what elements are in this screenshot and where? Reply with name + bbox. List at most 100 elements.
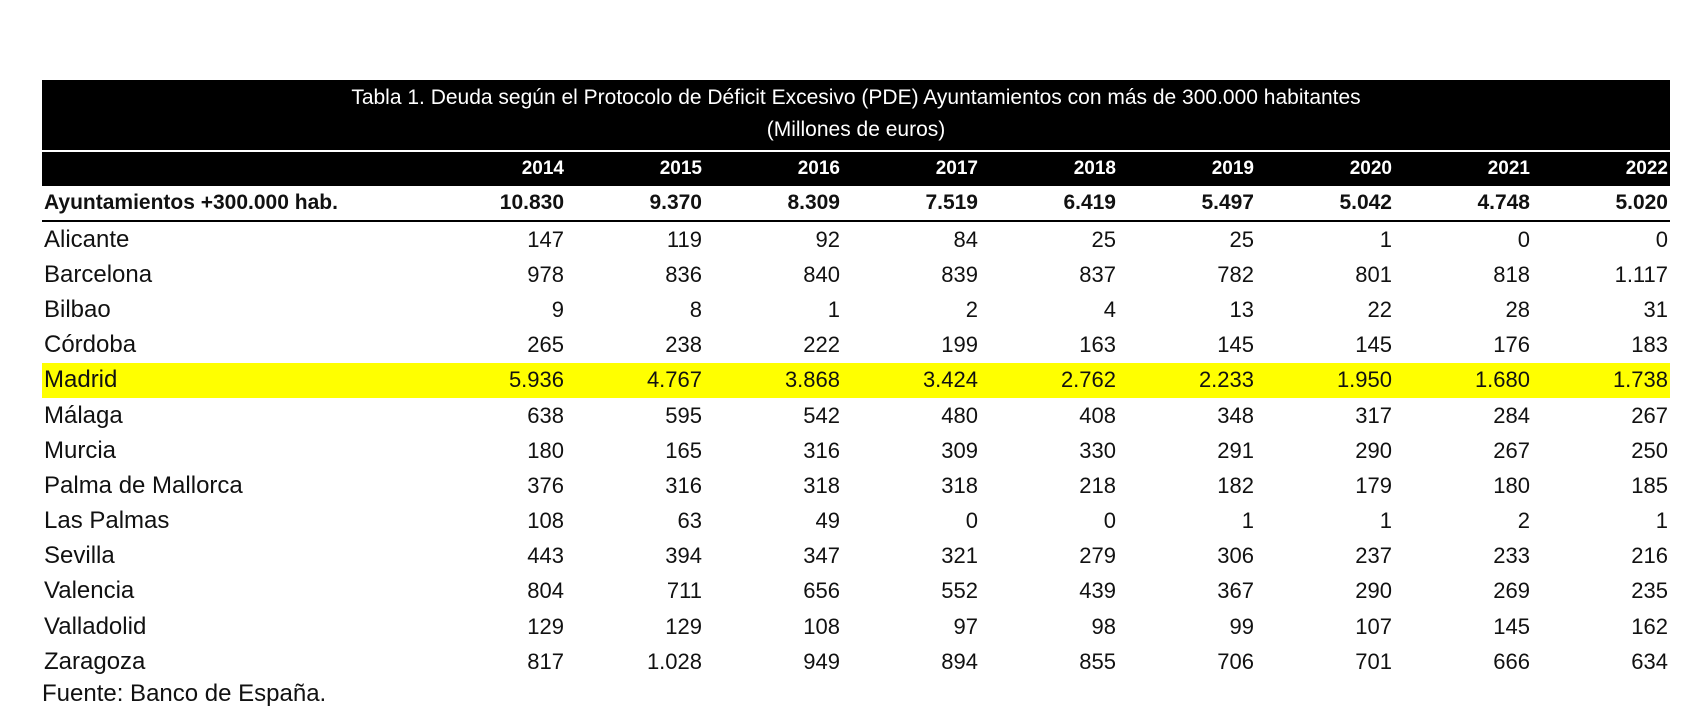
row-value: 818 bbox=[1493, 261, 1530, 287]
row-value: 839 bbox=[941, 261, 978, 287]
year-header: 2014 bbox=[521, 158, 564, 179]
row-value: 119 bbox=[666, 226, 702, 252]
row-value: 8 bbox=[689, 296, 702, 322]
row-value: 129 bbox=[665, 613, 702, 639]
total-value: 5.042 bbox=[1339, 191, 1392, 214]
row-value: 4.767 bbox=[646, 367, 702, 393]
total-value: 10.830 bbox=[499, 191, 564, 214]
row-value: 31 bbox=[1643, 296, 1668, 322]
row-value: 1 bbox=[827, 296, 840, 322]
row-value: 290 bbox=[1355, 437, 1392, 463]
row-value: 316 bbox=[665, 472, 702, 498]
row-value: 97 bbox=[953, 613, 978, 639]
table-row: Sevilla 443 394 347 321 279 306 237 233 216 bbox=[42, 539, 1670, 574]
row-label: Barcelona bbox=[44, 260, 153, 288]
row-value: 804 bbox=[527, 578, 564, 604]
table-row: Córdoba 265 238 222 199 163 145 145 176 183 bbox=[42, 328, 1670, 363]
year-header-row: 2014 2015 2016 2017 2018 2019 2020 2021 … bbox=[42, 150, 1670, 186]
row-value: 180 bbox=[527, 437, 564, 463]
total-value: 4.748 bbox=[1477, 191, 1530, 214]
row-value: 1 bbox=[1655, 508, 1668, 534]
row-value: 306 bbox=[1217, 543, 1254, 569]
row-value: 25 bbox=[1091, 226, 1116, 252]
total-value: 8.309 bbox=[787, 191, 840, 214]
row-value: 147 bbox=[527, 226, 564, 252]
row-value: 1.028 bbox=[646, 648, 702, 674]
row-value: 316 bbox=[803, 437, 840, 463]
row-value: 107 bbox=[1355, 613, 1392, 639]
table-row: Bilbao 9 8 1 2 4 13 22 28 31 bbox=[42, 292, 1670, 327]
row-value: 978 bbox=[527, 261, 564, 287]
row-label: Las Palmas bbox=[44, 507, 170, 535]
row-value: 267 bbox=[1493, 437, 1530, 463]
row-value: 291 bbox=[1217, 437, 1254, 463]
row-value: 49 bbox=[815, 508, 840, 534]
row-value: 706 bbox=[1217, 648, 1254, 674]
row-value: 145 bbox=[1217, 332, 1254, 358]
row-value: 98 bbox=[1091, 613, 1116, 639]
row-value: 265 bbox=[527, 332, 564, 358]
source-note: Fuente: Banco de España. bbox=[42, 680, 327, 707]
table-row: Alicante 147 119 92 84 25 25 1 0 0 bbox=[42, 222, 1670, 257]
row-value: 2.762 bbox=[1060, 367, 1116, 393]
table-row: Las Palmas 108 63 49 0 0 1 1 2 1 bbox=[42, 504, 1670, 539]
row-value: 9 bbox=[551, 296, 564, 322]
row-value: 0 bbox=[965, 508, 978, 534]
row-value: 162 bbox=[1631, 613, 1668, 639]
year-header: 2018 bbox=[1073, 158, 1116, 179]
row-value: 1 bbox=[1379, 508, 1392, 534]
row-value: 63 bbox=[677, 508, 702, 534]
row-value: 2 bbox=[1517, 508, 1530, 534]
row-value: 894 bbox=[941, 648, 978, 674]
table-row: Zaragoza 817 1.028 949 894 855 706 701 666 634 bbox=[42, 644, 1670, 679]
row-value: 279 bbox=[1079, 543, 1116, 569]
year-header: 2020 bbox=[1349, 158, 1392, 179]
row-value: 185 bbox=[1631, 472, 1668, 498]
year-header: 2022 bbox=[1625, 158, 1668, 179]
total-label: Ayuntamientos +300.000 hab. bbox=[44, 191, 338, 214]
debt-table: Tabla 1. Deuda según el Protocolo de Déf… bbox=[42, 80, 1670, 679]
row-value: 179 bbox=[1355, 472, 1392, 498]
row-value: 701 bbox=[1355, 648, 1392, 674]
row-value: 108 bbox=[527, 508, 564, 534]
table-row: Madrid 5.936 4.767 3.868 3.424 2.762 2.233 1.95… bbox=[42, 362, 1670, 398]
row-value: 595 bbox=[665, 402, 702, 428]
row-value: 3.868 bbox=[784, 367, 840, 393]
row-value: 949 bbox=[803, 648, 840, 674]
row-value: 321 bbox=[941, 543, 978, 569]
row-value: 317 bbox=[1355, 402, 1392, 428]
row-value: 347 bbox=[803, 543, 840, 569]
row-value: 233 bbox=[1493, 543, 1530, 569]
row-value: 1.738 bbox=[1612, 367, 1668, 393]
row-value: 666 bbox=[1493, 648, 1530, 674]
row-value: 250 bbox=[1631, 437, 1668, 463]
row-value: 84 bbox=[953, 226, 978, 252]
total-value: 6.419 bbox=[1063, 191, 1116, 214]
table-row: Barcelona 978 836 840 839 837 782 801 818 1.117 bbox=[42, 257, 1670, 292]
row-value: 238 bbox=[665, 332, 702, 358]
row-value: 99 bbox=[1229, 613, 1254, 639]
row-value: 318 bbox=[941, 472, 978, 498]
row-value: 269 bbox=[1493, 578, 1530, 604]
row-label: Valladolid bbox=[44, 612, 147, 640]
row-value: 443 bbox=[527, 543, 564, 569]
row-value: 1 bbox=[1241, 508, 1254, 534]
row-value: 711 bbox=[666, 578, 702, 604]
row-label: Bilbao bbox=[44, 295, 111, 323]
row-value: 2 bbox=[965, 296, 978, 322]
row-value: 367 bbox=[1217, 578, 1254, 604]
row-label: Sevilla bbox=[44, 542, 115, 570]
row-value: 216 bbox=[1631, 543, 1668, 569]
row-value: 408 bbox=[1079, 402, 1116, 428]
row-value: 2.233 bbox=[1198, 367, 1254, 393]
row-value: 394 bbox=[665, 543, 702, 569]
row-value: 330 bbox=[1079, 437, 1116, 463]
table-row: Valencia 804 711 656 552 439 367 290 269 235 bbox=[42, 574, 1670, 609]
row-value: 376 bbox=[527, 472, 564, 498]
row-value: 855 bbox=[1079, 648, 1116, 674]
row-label: Madrid bbox=[44, 366, 118, 394]
row-value: 817 bbox=[527, 648, 564, 674]
row-value: 656 bbox=[803, 578, 840, 604]
total-value: 5.497 bbox=[1201, 191, 1254, 214]
row-value: 801 bbox=[1355, 261, 1392, 287]
